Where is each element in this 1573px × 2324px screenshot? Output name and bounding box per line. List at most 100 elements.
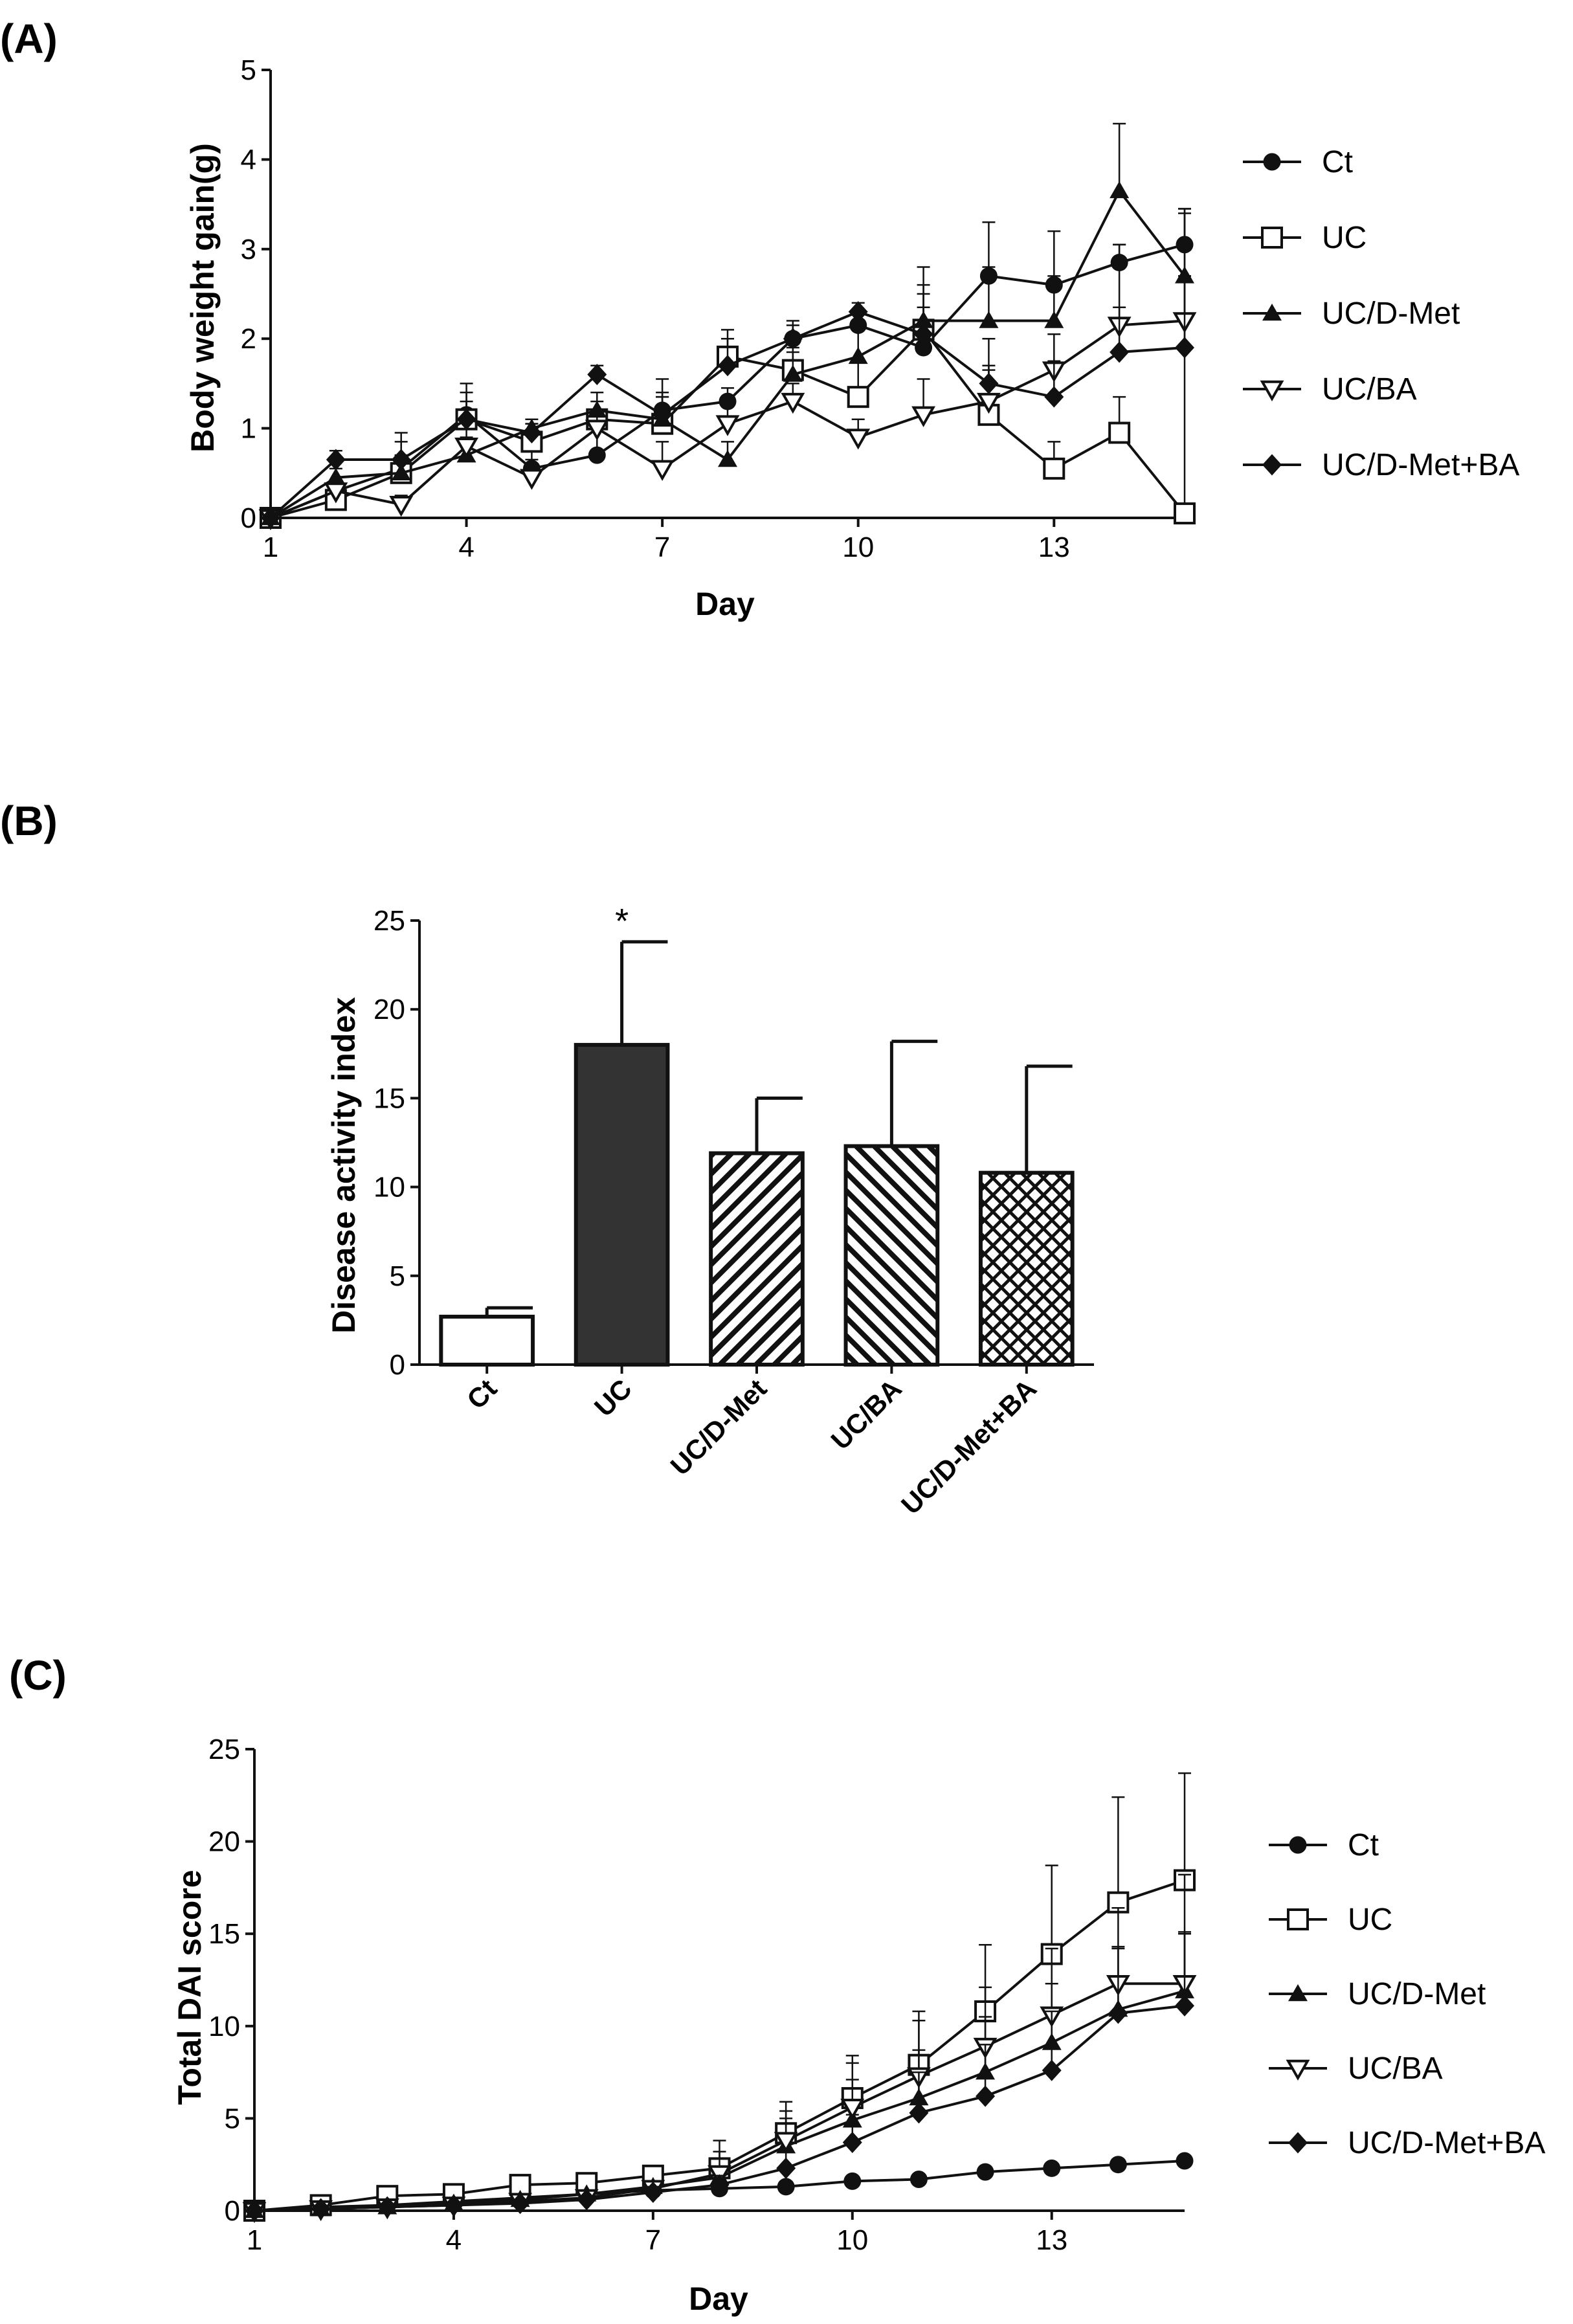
data-point-uc-d-met-ba bbox=[1110, 341, 1130, 363]
panel-label-c: (C) bbox=[9, 1652, 67, 1699]
data-point-uc-d-met bbox=[1110, 181, 1130, 199]
legend-item-uc: UC bbox=[1269, 1903, 1392, 1937]
data-point-uc-ba bbox=[911, 406, 936, 427]
y-tick-label: 25 bbox=[374, 905, 405, 937]
y-tick-label: 10 bbox=[208, 2011, 240, 2042]
x-tick-label: UC/BA bbox=[825, 1373, 907, 1455]
y-tick-label: 0 bbox=[241, 502, 256, 534]
data-point-uc-ba bbox=[389, 495, 414, 517]
data-point-uc-d-met-ba bbox=[783, 328, 803, 350]
panel-label-b: (B) bbox=[0, 798, 58, 844]
bar-uc-d-met bbox=[709, 1151, 805, 1367]
data-point-uc-d-met-ba bbox=[1044, 386, 1064, 408]
panel-a-legend: Ct UC UC/D-Met UC/BA UC/D-Met+BA bbox=[1243, 145, 1519, 482]
data-point-uc-d-met-ba bbox=[653, 404, 673, 426]
data-point-ct bbox=[843, 2172, 862, 2190]
x-tick-label: UC/D-Met bbox=[664, 1373, 772, 1481]
data-point-uc-ba bbox=[519, 469, 544, 490]
panel-b-disease-activity-chart: (B) 0 5 10 15 20 25 Ct UC * UC/D-Met UC/BAUC/D-Met… bbox=[0, 798, 1094, 1520]
legend-marker bbox=[1261, 227, 1283, 249]
panel-a-y-axis-title: Body weight gain(g) bbox=[184, 143, 221, 453]
y-tick-label: 10 bbox=[374, 1172, 405, 1203]
data-point-uc-d-met-ba bbox=[326, 449, 346, 471]
data-point-uc-ba bbox=[715, 415, 740, 436]
data-point-uc-d-met-ba bbox=[848, 301, 868, 323]
panel-c-plot-area: 0 5 10 15 20 25 1 4 7 10 13 bbox=[208, 1734, 1197, 2256]
data-point-uc-d-met bbox=[1044, 311, 1064, 328]
data-point-uc-d-met bbox=[1175, 266, 1194, 284]
panel-c-x-axis-title: Day bbox=[689, 2281, 748, 2317]
data-point-uc-d-met bbox=[848, 346, 868, 364]
legend-label: UC bbox=[1322, 221, 1367, 255]
data-point-uc-d-met-ba bbox=[1108, 2002, 1128, 2024]
panel-a-x-axis-title: Day bbox=[695, 586, 755, 622]
legend-item-uc-d-met-ba: UC/D-Met+BA bbox=[1243, 448, 1519, 482]
bar-uc-d-met-ba bbox=[978, 1170, 1075, 1367]
data-point-uc-d-met-ba bbox=[1175, 337, 1194, 359]
data-point-uc-d-met-ba bbox=[522, 422, 542, 444]
y-tick-label: 5 bbox=[225, 2103, 240, 2134]
legend-marker bbox=[1288, 1984, 1308, 2002]
panel-label-a: (A) bbox=[0, 16, 58, 62]
data-point-uc-d-met-ba bbox=[261, 507, 280, 529]
data-point-uc-d-met-ba bbox=[1175, 1994, 1194, 2017]
y-tick-label: 15 bbox=[208, 1918, 240, 1950]
legend-marker bbox=[1262, 304, 1282, 321]
data-point-uc-d-met-ba bbox=[311, 2198, 331, 2220]
x-tick-label: 1 bbox=[263, 531, 278, 563]
legend-item-uc-d-met-ba: UC/D-Met+BA bbox=[1269, 2126, 1545, 2160]
data-point-uc-d-met-ba bbox=[709, 2174, 730, 2196]
panel-c-legend: Ct UC UC/D-Met UC/BA UC/D-Met+BA bbox=[1269, 1828, 1545, 2160]
legend-marker bbox=[1287, 1908, 1309, 1930]
data-point-ct bbox=[915, 339, 933, 357]
data-point-ct bbox=[1109, 2156, 1127, 2174]
y-tick-label: 0 bbox=[225, 2195, 240, 2227]
y-tick-label: 25 bbox=[208, 1734, 240, 1765]
data-point-uc-d-met-ba bbox=[842, 2131, 862, 2153]
data-point-uc-d-met bbox=[783, 364, 803, 382]
data-point-uc-d-met-ba bbox=[979, 372, 999, 394]
legend-marker bbox=[1263, 153, 1281, 171]
x-tick-label: 13 bbox=[1036, 2224, 1067, 2256]
legend-marker bbox=[1288, 2132, 1308, 2154]
data-point-uc-d-met bbox=[326, 467, 346, 485]
data-point-ct bbox=[909, 2171, 928, 2189]
data-point-ct bbox=[1176, 2152, 1194, 2170]
y-tick-label: 5 bbox=[390, 1260, 405, 1292]
data-point-uc-d-met-ba bbox=[643, 2181, 663, 2203]
legend-item-uc: UC bbox=[1243, 221, 1367, 255]
legend-item-uc-d-met: UC/D-Met bbox=[1243, 296, 1460, 331]
y-tick-label: 20 bbox=[374, 994, 405, 1025]
legend-item-ct: Ct bbox=[1269, 1828, 1379, 1862]
y-tick-label: 20 bbox=[208, 1826, 240, 1858]
data-point-ct bbox=[588, 446, 606, 464]
legend-label: UC bbox=[1348, 1903, 1392, 1937]
y-tick-label: 2 bbox=[241, 323, 256, 355]
series-uc-ba bbox=[258, 243, 1197, 531]
data-point-uc-d-met-ba bbox=[976, 2085, 996, 2107]
data-point-uc-ba bbox=[454, 438, 479, 459]
data-point-uc bbox=[1043, 457, 1065, 480]
data-point-uc-ba bbox=[650, 460, 675, 481]
x-tick-label: UC bbox=[588, 1373, 638, 1422]
legend-label: UC/D-Met+BA bbox=[1348, 2126, 1545, 2160]
data-point-uc-d-met-ba bbox=[587, 364, 607, 386]
legend-item-ct: Ct bbox=[1243, 145, 1353, 179]
bar-uc-ba bbox=[843, 1144, 940, 1367]
x-tick-label: Ct bbox=[461, 1373, 503, 1415]
y-tick-label: 3 bbox=[241, 234, 256, 265]
series-uc-d-met-ba bbox=[261, 275, 1194, 529]
legend-marker bbox=[1262, 454, 1282, 476]
data-point-ct bbox=[777, 2178, 795, 2196]
data-point-uc-d-met-ba bbox=[1042, 2059, 1062, 2081]
data-point-uc-ba bbox=[585, 419, 609, 441]
data-point-uc-ba bbox=[324, 482, 348, 504]
data-point-uc bbox=[1174, 502, 1196, 525]
x-tick-label: 1 bbox=[247, 2224, 262, 2256]
y-tick-label: 4 bbox=[241, 144, 256, 175]
data-point-uc-d-met-ba bbox=[391, 449, 411, 471]
x-tick-label: 10 bbox=[836, 2224, 868, 2256]
legend-item-uc-ba: UC/BA bbox=[1269, 2051, 1443, 2086]
